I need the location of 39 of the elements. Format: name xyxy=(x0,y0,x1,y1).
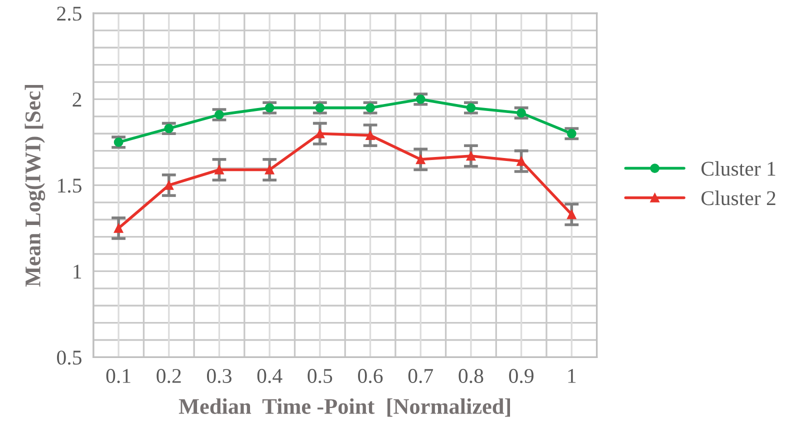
point xyxy=(366,130,375,140)
legend-label: Cluster 2 xyxy=(701,190,776,206)
point xyxy=(566,128,576,138)
point xyxy=(516,108,526,118)
x-axis-title: Median Time -Point [Normalized] xyxy=(178,398,510,417)
x-tick-label: 0.8 xyxy=(458,368,484,384)
x-tick-label: 0.9 xyxy=(509,368,534,384)
y-tick-label: 0.5 xyxy=(57,350,82,365)
x-tick-label: 0.3 xyxy=(207,368,232,384)
point xyxy=(315,103,325,113)
x-tick-label: 0.7 xyxy=(408,368,434,384)
point xyxy=(214,165,224,174)
x-tick-label: 0.1 xyxy=(106,368,130,384)
x-tick-label: 0.4 xyxy=(257,368,282,384)
y-tick-label: 2.5 xyxy=(57,6,82,21)
x-tick-label: 0.5 xyxy=(308,368,332,384)
y-axis-title: Mean Log(IWI) [Sec] xyxy=(24,85,46,287)
point xyxy=(214,110,224,120)
point xyxy=(416,154,426,164)
point xyxy=(114,224,124,233)
point xyxy=(566,210,576,220)
x-tick-label: 1 xyxy=(568,369,576,383)
point xyxy=(516,156,526,166)
legend-label: Cluster 1 xyxy=(701,161,776,176)
point xyxy=(264,103,274,113)
x-tick-label: 0.2 xyxy=(156,368,181,384)
x-tick-label: 0.6 xyxy=(358,368,383,384)
y-tick-label: 1.5 xyxy=(58,178,82,193)
point xyxy=(164,124,174,134)
point xyxy=(466,151,476,161)
point xyxy=(114,138,124,147)
point xyxy=(315,128,325,138)
point xyxy=(366,103,375,113)
y-tick-label: 1 xyxy=(74,264,82,278)
point xyxy=(264,165,274,174)
point xyxy=(164,180,174,190)
y-tick-label: 2 xyxy=(72,92,82,106)
point xyxy=(416,94,426,104)
point xyxy=(466,103,476,113)
